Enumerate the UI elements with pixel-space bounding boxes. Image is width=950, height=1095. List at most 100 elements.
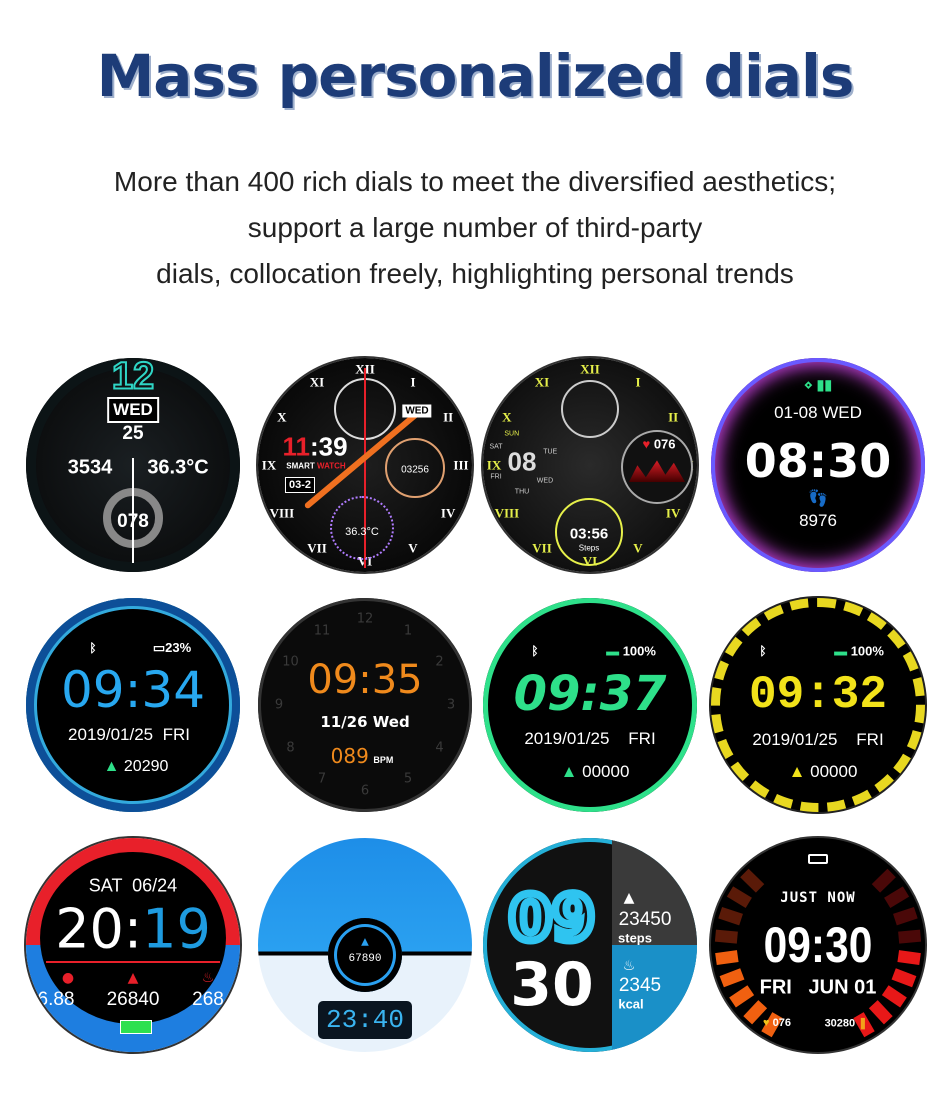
steps-value: 26840 <box>106 989 160 1010</box>
hour-value: 09 <box>505 878 599 959</box>
heart-rate-unit: BPM <box>373 755 394 765</box>
heat-bar <box>893 907 918 926</box>
hour-value: 11 <box>282 431 310 462</box>
watch-dial-pokeball[interactable]: ▲ 67890 23:40 <box>258 838 472 1052</box>
dial-numeral: IV <box>440 505 456 521</box>
time-value: 09:34 <box>60 661 206 719</box>
dial-numeral: VII <box>307 540 327 556</box>
steps-subdial <box>555 498 623 566</box>
distance-value: 6.88 <box>37 989 75 1010</box>
battery-level: 100% <box>622 643 656 659</box>
dial-numeral: XI <box>534 374 550 390</box>
watch-dial-yellow[interactable]: ᛒ ▬ 100% 09:32 2019/01/25 FRI ▲ 00000 <box>711 598 925 812</box>
battery-level: 23% <box>165 640 192 655</box>
shoe-icon: ▲ <box>127 970 139 986</box>
heat-bar <box>714 929 738 944</box>
heat-bar <box>868 1000 893 1025</box>
heat-bar <box>884 886 910 909</box>
steps-value: 00000 <box>582 762 630 781</box>
compass-subdial <box>561 380 619 438</box>
dial-numeral: IX <box>486 457 502 473</box>
subtitle-line-2: support a large number of third-party <box>247 212 703 243</box>
heat-bar <box>897 950 921 965</box>
dial-numeral: X <box>277 409 287 425</box>
date-label: 2019/01/25 FRI <box>524 729 656 748</box>
battery-icon <box>120 1020 152 1034</box>
dial-numeral: I <box>410 374 416 390</box>
watch-dial-green[interactable]: ᛒ ▬ 100% 09:37 2019/01/25 FRI ▲ 00000 <box>483 598 697 812</box>
date-label: SAT 06/24 <box>88 875 178 896</box>
steps-label: Steps <box>578 543 600 553</box>
time-value: 09:32 <box>748 669 888 721</box>
heat-bar <box>726 886 752 909</box>
dial-numeral: 3 <box>446 697 456 713</box>
brand-smart: SMART <box>286 461 315 471</box>
steps-badge <box>328 918 402 992</box>
shoe-icon: ▲ <box>103 758 120 775</box>
heat-bar <box>715 950 739 965</box>
day-label: WED <box>107 397 159 423</box>
dial-numeral: 9 <box>274 697 284 713</box>
dial-numeral: 4 <box>435 740 444 756</box>
flame-icon: ♨ <box>201 970 215 986</box>
heat-bar <box>891 968 917 988</box>
watch-dial-analog-cyan[interactable]: 12 WED 25 3534 36.3°C 078 <box>26 358 240 572</box>
temperature-value: 36.3°C <box>147 456 209 479</box>
steps-value: 20290 <box>123 758 169 775</box>
steps-value: 3534 <box>67 456 113 479</box>
steps-value: 00000 <box>810 762 858 781</box>
dial-numeral: 11 <box>313 623 331 639</box>
heart-icon: ♥ <box>763 1017 770 1029</box>
subtitle-line-1: More than 400 rich dials to meet the div… <box>113 166 837 197</box>
weekday-label: WED <box>536 477 554 485</box>
page-title: Mass personalized dials <box>96 42 855 110</box>
dial-numeral: 2 <box>435 654 444 670</box>
dial-numeral: IV <box>665 505 681 521</box>
battery-icon: ▬ <box>834 643 848 659</box>
footsteps-icon: 👣 <box>808 488 828 508</box>
time-value: 08:30 <box>744 434 892 488</box>
date-label: 25 <box>122 423 144 444</box>
heat-bar <box>898 929 922 944</box>
day-box: WED <box>402 404 432 418</box>
weekday-label: SAT <box>489 443 503 451</box>
shoe-icon: ▲ <box>361 936 369 948</box>
dial-numeral: 6 <box>360 783 370 799</box>
heart-rate-value: 076 <box>653 436 676 452</box>
watch-dial-blue-digital[interactable]: ᛒ ▭23% 09:34 2019/01/25 FRI ▲ 20290 <box>26 598 240 812</box>
date-label: 2019/01/25 FRI <box>68 725 190 744</box>
shoe-icon: ▲ <box>623 890 635 906</box>
heart-rate-value: 089 <box>330 744 369 768</box>
watch-dial-split[interactable]: 09 30 ▲ 23450 steps ♨ 2345 kcal <box>483 838 697 1052</box>
dial-numeral: VIII <box>269 505 295 521</box>
second-hand <box>132 458 134 563</box>
heart-rate-value: 076 <box>772 1017 791 1029</box>
watch-dial-red-blue[interactable]: SAT 06/24 20:19 ● ▲ ♨ 6.88 26840 268 <box>26 838 240 1052</box>
watch-dial-roman-chrono[interactable]: XIIIIIIIIIVVVIVIIVIIIIXXXI 11:39 SMART W… <box>258 358 472 572</box>
dial-numeral: IX <box>261 457 277 473</box>
steps-subdial <box>385 438 445 498</box>
dial-numeral: XI <box>309 374 325 390</box>
watch-dial-orange[interactable]: 12 1 2 3 4 5 6 7 8 9 10 11 09:35 11/26 Wed 089 BPM <box>258 598 472 812</box>
watch-dial-roman-yellow[interactable]: XIIIIIIIIIVVVIVIIVIIIIXXXI 08 SUNSATFRIT… <box>483 358 697 572</box>
steps-value: 30280 <box>824 1017 856 1030</box>
weekday-label: FRI <box>490 473 502 481</box>
battery-icon: ▬ <box>606 643 620 659</box>
dial-numeral: V <box>633 540 643 556</box>
flame-icon: ♨ <box>622 958 636 974</box>
watch-dial-heat-bars[interactable]: JUST NOW 09:30 FRI JUN 01 ♥ 076 30280 ❚ <box>711 838 925 1052</box>
bluetooth-battery-icons: ⋄ ▮▮ <box>803 376 833 393</box>
heat-bar <box>719 968 745 988</box>
dial-numeral: 5 <box>403 771 413 787</box>
dial-numeral: VIII <box>494 505 520 521</box>
time-value: 23:40 <box>317 1001 413 1039</box>
bluetooth-icon: ᛒ <box>759 644 767 658</box>
brand-watch: WATCH <box>316 461 346 471</box>
temperature-value: 36.3°C <box>345 526 379 538</box>
weekday-label: SUN <box>504 430 520 438</box>
steps-unit: steps <box>618 930 652 946</box>
status-label: JUST NOW <box>780 890 856 906</box>
watch-dial-neon[interactable]: ⋄ ▮▮ 01-08 WED 08:30 👣 8976 <box>711 358 925 572</box>
bluetooth-icon: ᛒ <box>89 641 97 655</box>
steps-value: 03256 <box>401 464 429 476</box>
